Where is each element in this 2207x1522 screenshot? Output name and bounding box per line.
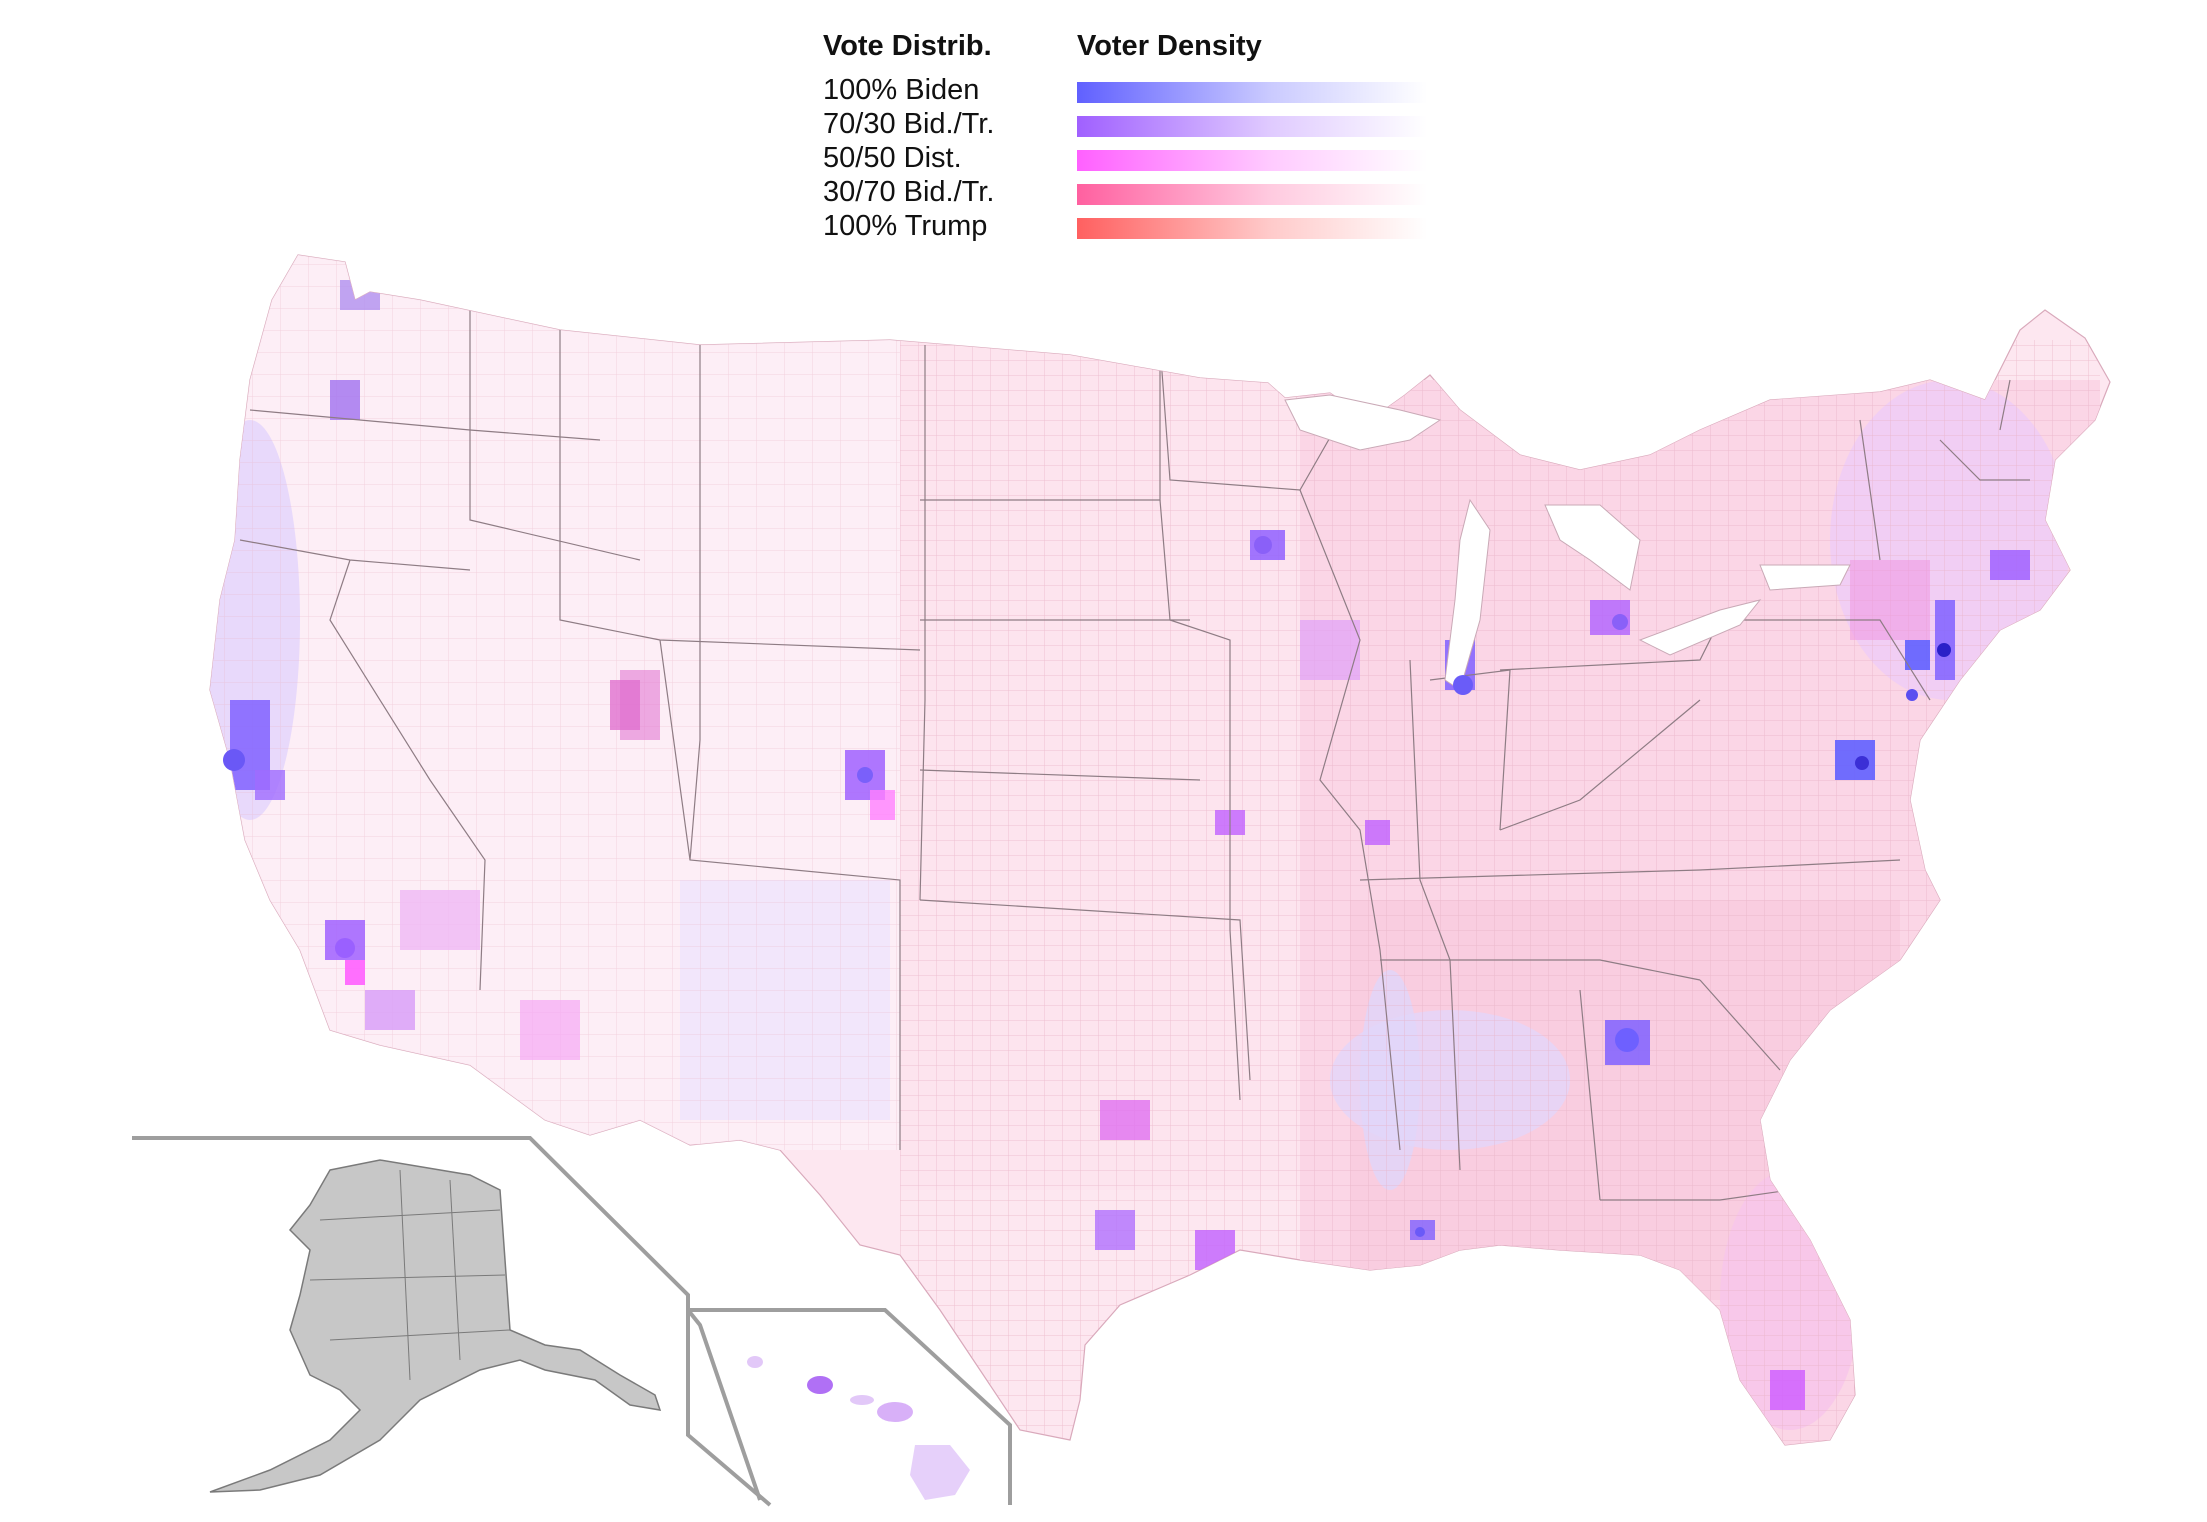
hawaii-oahu [807,1376,833,1394]
hotspot [400,890,480,950]
legend-gradient-swatch [1077,150,1427,171]
legend-gradient-swatch [1077,116,1427,137]
hotspot [620,670,660,740]
metro-los-angeles [335,938,355,958]
legend-label: 50/50 Dist. [823,142,962,174]
metro-chicago [1453,675,1473,695]
hotspot [1935,600,1955,680]
hotspot [340,280,380,310]
lake-superior [1284,394,1442,451]
hotspot [520,1000,580,1060]
alaska-inset [132,1136,762,1501]
lake-michigan [1444,498,1491,691]
county-hotspots [230,280,2030,1410]
hotspot [365,990,415,1030]
hotspot [1300,620,1360,680]
hotspot [255,770,285,800]
legend-density-title: Voter Density [1077,30,1262,62]
hotspot [1850,560,1930,640]
legend-label: 100% Biden [823,74,980,106]
lake-huron [1544,504,1641,591]
legend-row: 100% Trump [823,210,1443,243]
hotspot [1365,820,1390,845]
hotspot [345,960,365,985]
legend-row: 100% Biden [823,74,1443,107]
great-lakes [1284,394,1851,691]
metro-new-orleans [1415,1227,1425,1237]
legend-vote-title: Vote Distrib. [823,30,992,62]
metro-spots [223,536,1951,1237]
hotspot [1195,1230,1235,1270]
metro-minneapolis [1254,536,1272,554]
lake-erie [1638,599,1762,656]
metro-bay-area [223,749,245,771]
alaska-shape [209,1159,662,1493]
metro-washington-dc [1855,756,1869,770]
hawaii-inset [686,1308,1012,1507]
legend-label: 70/30 Bid./Tr. [823,108,995,140]
legend-row: 30/70 Bid./Tr. [823,176,1443,209]
legend-label: 100% Trump [823,210,988,242]
legend-gradient-swatch [1077,184,1427,205]
legend: Vote Distrib. Voter Density 100% Biden 70… [823,30,1443,243]
lake-ontario [1759,564,1851,591]
legend-row: 50/50 Dist. [823,142,1443,175]
hotspot [1100,1100,1150,1140]
hotspot [870,790,895,820]
county-grid-east [900,340,2100,1445]
hotspot [1095,1210,1135,1250]
hotspot [1770,1370,1805,1410]
hawaii-molokai [850,1395,874,1405]
legend-row: 70/30 Bid./Tr. [823,108,1443,141]
hotspot [1835,740,1875,780]
legend-label: 30/70 Bid./Tr. [823,176,995,208]
state-borders [239,300,2030,1201]
hawaii-big-island [910,1445,970,1500]
metro-detroit [1612,614,1628,630]
alaska-inset-frame [132,1136,762,1501]
hawaii-inset-frame [686,1308,1012,1507]
alaska-borough-lines [309,1169,511,1381]
hotspot [1905,640,1930,670]
hotspot [1990,550,2030,580]
metro-new-york [1937,643,1951,657]
metro-atlanta [1615,1028,1639,1052]
metro-philadelphia [1906,689,1918,701]
hawaii-islands [747,1356,970,1500]
hawaii-kauai [747,1356,763,1368]
metro-denver [857,767,873,783]
legend-gradient-swatch [1077,82,1427,103]
hotspot [330,380,360,420]
hawaii-maui [877,1402,913,1422]
legend-gradient-swatch [1077,218,1427,239]
